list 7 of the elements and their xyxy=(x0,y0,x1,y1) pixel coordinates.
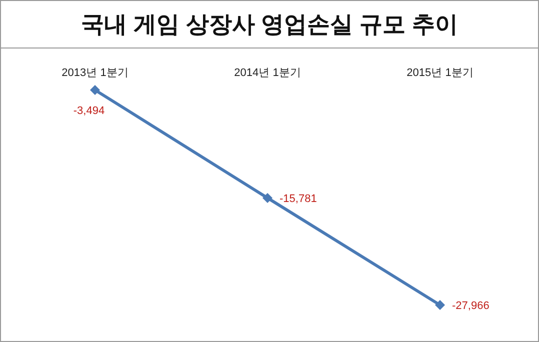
data-label: -27,966 xyxy=(452,300,490,312)
data-label: -3,494 xyxy=(73,105,105,117)
chart-title: 국내 게임 상장사 영업손실 규모 추이 xyxy=(81,11,458,37)
data-label: -15,781 xyxy=(280,192,317,205)
x-tick-label: 2014년 1분기 xyxy=(234,67,301,79)
x-tick-label: 2013년 1분기 xyxy=(62,67,128,79)
x-tick-label: 2015년 1분기 xyxy=(406,67,474,79)
